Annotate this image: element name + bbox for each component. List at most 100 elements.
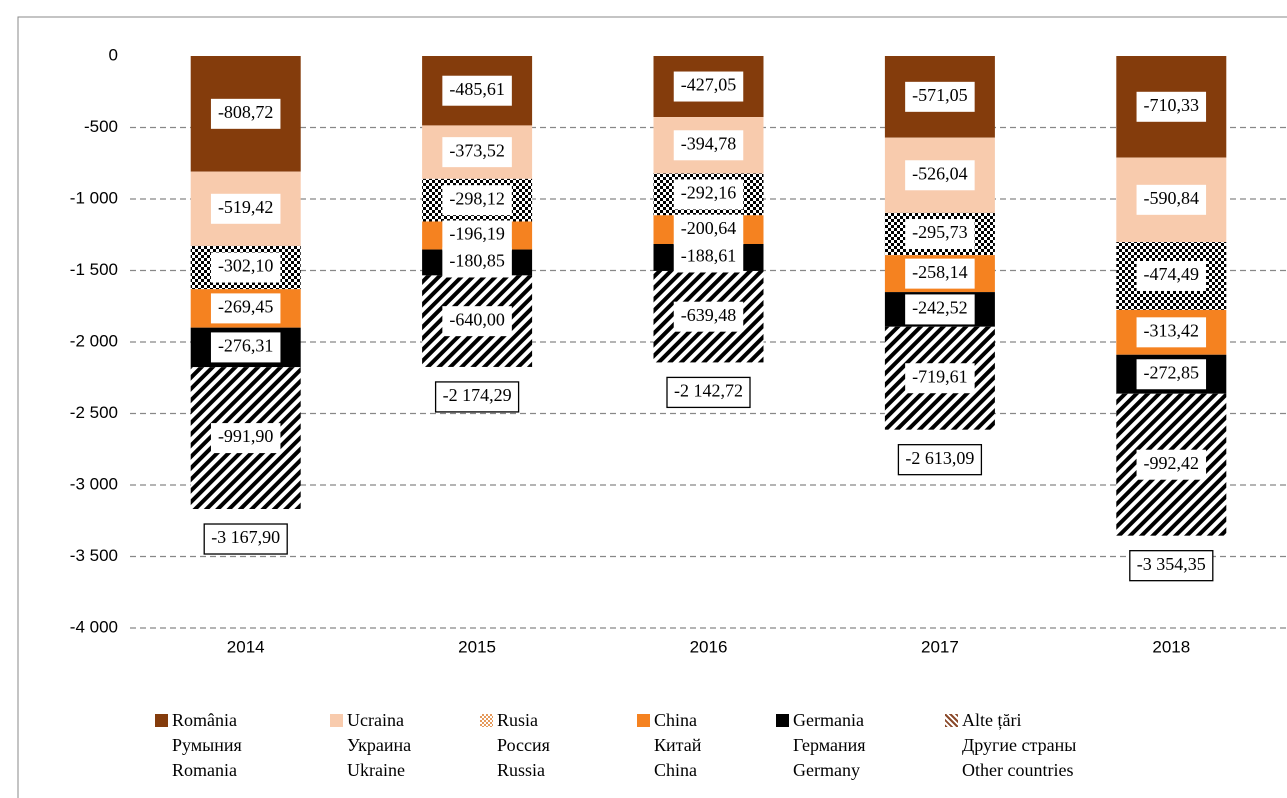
y-tick-label: 0 <box>109 45 118 64</box>
x-tick-label: 2014 <box>227 637 265 656</box>
value-label-box <box>673 242 744 273</box>
value-label-box <box>210 332 281 363</box>
value-label-box <box>673 130 744 161</box>
value-label: -180,85 <box>449 251 505 271</box>
x-tick-label: 2018 <box>1152 637 1190 656</box>
y-tick-label: -1 500 <box>70 260 118 279</box>
legend-item: Alte țări Другие страны Other countries <box>945 708 1076 783</box>
legend-swatch <box>637 714 650 727</box>
value-label: -313,42 <box>1144 320 1200 340</box>
value-label-box <box>673 71 744 102</box>
value-label: -188,61 <box>681 246 737 266</box>
y-tick-label: -2 000 <box>70 331 118 350</box>
value-label: -302,10 <box>218 256 274 276</box>
y-tick-label: -500 <box>84 117 118 136</box>
x-tick-label: 2017 <box>921 637 959 656</box>
value-label: -640,00 <box>449 309 505 329</box>
legend-swatch <box>945 714 958 727</box>
total-label: -2 142,72 <box>674 381 743 401</box>
value-label: -373,52 <box>449 140 505 160</box>
legend-swatch <box>330 714 343 727</box>
value-label-box <box>905 363 975 394</box>
legend-label: Ucraina Украина Ukraine <box>347 710 412 780</box>
value-label: -269,45 <box>218 297 274 317</box>
value-label-box <box>1136 449 1207 480</box>
value-label: -298,12 <box>449 188 505 208</box>
legend-label: Germania Германия Germany <box>793 710 866 780</box>
value-label: -474,49 <box>1144 264 1200 284</box>
total-label-box <box>666 376 751 409</box>
value-label-box <box>673 214 744 245</box>
legend-label: România Румыния Romania <box>172 710 242 780</box>
value-label-box <box>210 293 281 324</box>
legend-label: China Китай China <box>654 710 702 780</box>
value-label-box <box>442 137 512 168</box>
value-label-box <box>905 160 975 191</box>
y-tick-label: -3 500 <box>70 546 118 565</box>
value-label-box <box>210 252 281 283</box>
value-label: -200,64 <box>681 218 737 238</box>
legend-item: Germania Германия Germany <box>776 708 866 783</box>
y-tick-label: -4 000 <box>70 617 118 636</box>
y-tick-label: -2 500 <box>70 403 118 422</box>
value-label-box <box>442 220 512 251</box>
value-label: -571,05 <box>912 85 968 105</box>
legend-label: Alte țări Другие страны Other countries <box>962 710 1077 780</box>
value-label: -292,16 <box>681 183 737 203</box>
value-label-box <box>905 258 975 289</box>
value-label: -272,85 <box>1144 362 1200 382</box>
legend: România Румыния Romania Ucraina Украина U… <box>0 708 1287 798</box>
value-label: -519,42 <box>218 197 274 217</box>
x-tick-label: 2015 <box>458 637 496 656</box>
x-tick-label: 2016 <box>690 637 728 656</box>
value-label-box <box>210 423 281 454</box>
value-label-box <box>1136 317 1207 348</box>
total-label: -3 354,35 <box>1137 554 1206 574</box>
value-label: -394,78 <box>681 133 737 153</box>
value-label: -719,61 <box>912 366 968 386</box>
total-label-box <box>1129 550 1214 582</box>
value-label: -485,61 <box>449 79 505 99</box>
value-label: -276,31 <box>218 336 274 356</box>
total-label: -2 174,29 <box>443 385 512 405</box>
value-label-box <box>442 306 512 337</box>
total-label: -3 167,90 <box>211 527 280 547</box>
value-label-box <box>905 81 975 112</box>
y-tick-label: -3 000 <box>70 474 118 493</box>
y-tick-label: -1 000 <box>70 188 118 207</box>
value-label-box <box>1136 260 1207 291</box>
value-label: -639,48 <box>681 305 737 325</box>
total-label-box <box>434 381 520 413</box>
legend-item: România Румыния Romania <box>155 708 242 783</box>
total-label-box <box>203 523 288 555</box>
value-label-box <box>210 193 281 224</box>
value-label: -992,42 <box>1144 453 1200 473</box>
value-label: -526,04 <box>912 163 968 183</box>
value-label-box <box>442 185 512 216</box>
legend-swatch <box>776 714 789 727</box>
legend-item: China Китай China <box>637 708 701 783</box>
value-label-box <box>442 247 512 278</box>
value-label-box <box>1136 184 1207 215</box>
value-label-box <box>1136 91 1207 122</box>
frame <box>17 16 1287 798</box>
value-label-box <box>673 301 744 332</box>
value-label: -710,33 <box>1144 95 1200 115</box>
legend-swatch <box>480 714 493 727</box>
value-label: -991,90 <box>218 426 274 446</box>
value-label: -295,73 <box>912 222 968 242</box>
total-label-box <box>897 444 983 476</box>
value-label-box <box>442 75 512 106</box>
legend-item: Rusia Россия Russia <box>480 708 550 783</box>
value-label-box <box>210 98 281 129</box>
value-label: -242,52 <box>912 298 968 318</box>
legend-label: Rusia Россия Russia <box>497 710 550 780</box>
value-label: -590,84 <box>1144 188 1200 208</box>
value-label-box <box>905 294 975 325</box>
value-label: -258,14 <box>912 262 968 282</box>
value-label: -427,05 <box>681 75 737 95</box>
total-label: -2 613,09 <box>905 448 974 468</box>
legend-swatch <box>155 714 168 727</box>
